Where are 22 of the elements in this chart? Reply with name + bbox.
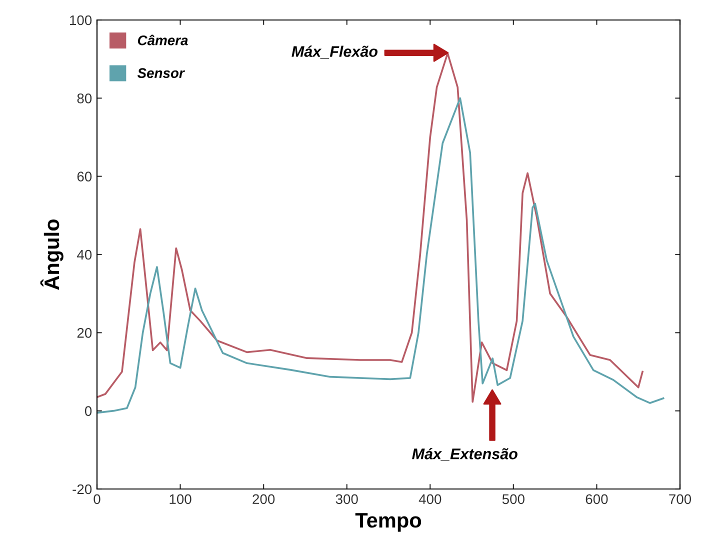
annotation: Máx_Extensão	[412, 448, 518, 462]
x-tick-label: 400	[418, 494, 442, 504]
x-tick-label: 600	[586, 494, 608, 504]
y-tick-label: 60	[77, 172, 92, 182]
y-tick-label: 100	[70, 15, 92, 26]
x-tick-label: 500	[502, 494, 524, 504]
annotation: Máx_Flexão	[292, 46, 378, 59]
legend-label: Sensor	[137, 68, 185, 78]
x-tick-label: 300	[336, 494, 358, 504]
y-tick-label: 0	[84, 406, 92, 416]
y-axis-title: Ângulo	[40, 219, 64, 290]
y-tick-label: -20	[72, 484, 92, 494]
x-tick-label: 700	[669, 494, 692, 504]
y-tick-label: 20	[77, 328, 92, 338]
y-tick-label: 80	[77, 94, 92, 104]
x-tick-label: 100	[170, 494, 192, 504]
x-tick-label: 0	[94, 494, 100, 504]
legend-label: Câmera	[138, 34, 188, 46]
x-axis-title: Tempo	[355, 513, 422, 532]
x-tick-label: 200	[252, 494, 275, 504]
line-series	[97, 97, 664, 414]
y-tick-label: 40	[77, 250, 92, 260]
